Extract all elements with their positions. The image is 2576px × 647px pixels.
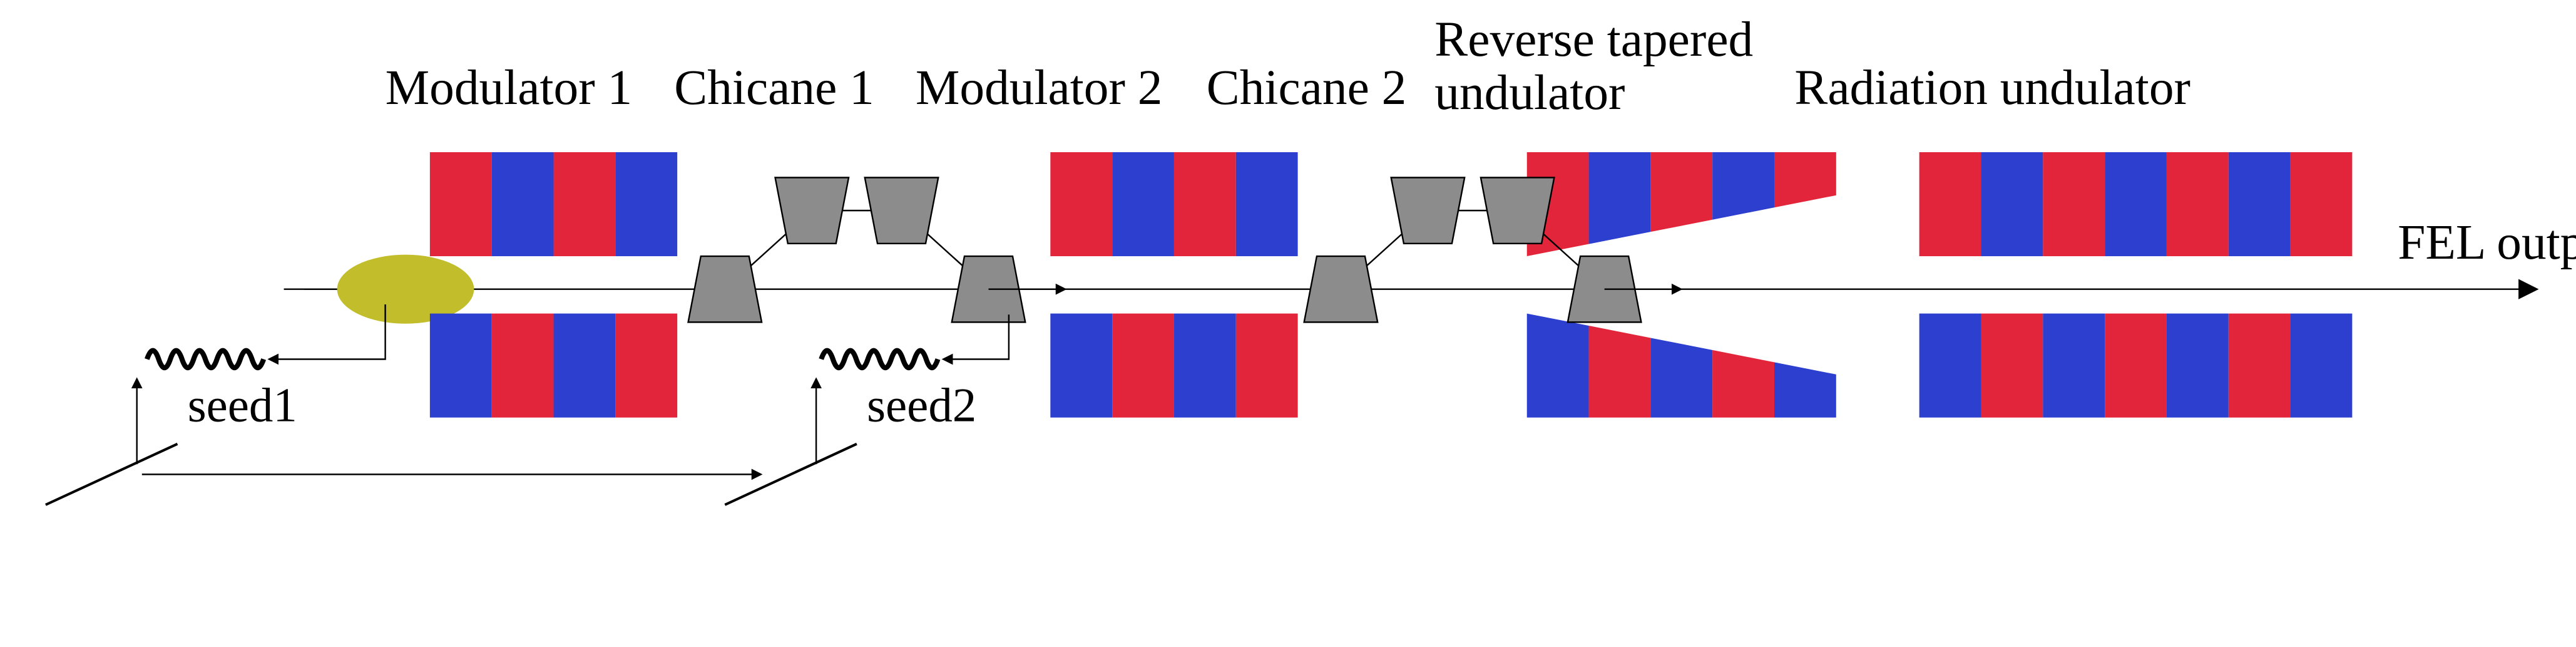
radiator-bot-mag xyxy=(2291,314,2353,418)
radiator-top-mag xyxy=(2105,152,2167,256)
label-radiator: Radiation undulator xyxy=(1794,60,2190,115)
reverse-bot-mag xyxy=(1589,326,1651,418)
reverse-top-mag xyxy=(1712,152,1774,220)
chicane2-magnet xyxy=(1391,178,1464,244)
modulator1-bot-mag xyxy=(430,314,492,418)
label-modulator1: Modulator 1 xyxy=(386,60,633,115)
modulator1-top-mag xyxy=(492,152,554,256)
modulator2-bot-mag xyxy=(1112,314,1174,418)
modulator1-bot-mag xyxy=(615,314,677,418)
radiator-bot-mag xyxy=(2105,314,2167,418)
reverse-bot-mag xyxy=(1774,362,1836,417)
chicane1-magnet xyxy=(865,178,938,244)
electron-bunch xyxy=(337,255,474,324)
reverse-bot-mag xyxy=(1712,350,1774,418)
reverse-bot-mag xyxy=(1527,314,1589,418)
reverse-top-mag xyxy=(1774,152,1836,207)
chicane2-magnet xyxy=(1481,178,1554,244)
modulator1-top-mag xyxy=(615,152,677,256)
modulator1-top-mag xyxy=(554,152,616,256)
label-modulator2: Modulator 2 xyxy=(916,60,1163,115)
radiator-bot-mag xyxy=(1919,314,1981,418)
radiator-top-mag xyxy=(1981,152,2043,256)
label-seed2: seed2 xyxy=(867,378,976,432)
label-seed1: seed1 xyxy=(188,378,297,432)
modulator2-bot-mag xyxy=(1174,314,1236,418)
modulator1-bot-mag xyxy=(492,314,554,418)
radiator-top-mag xyxy=(2291,152,2353,256)
label-output: FEL output xyxy=(2398,215,2576,270)
radiator-bot-mag xyxy=(2167,314,2229,418)
label-chicane1: Chicane 1 xyxy=(674,60,874,115)
modulator2-top-mag xyxy=(1050,152,1112,256)
modulator2-top-mag xyxy=(1174,152,1236,256)
label-reverse-l2: undulator xyxy=(1434,65,1625,120)
modulator1-top-mag xyxy=(430,152,492,256)
radiator-bot-mag xyxy=(2043,314,2105,418)
label-reverse-l1: Reverse tapered xyxy=(1434,12,1753,67)
label-chicane2: Chicane 2 xyxy=(1207,60,1407,115)
seed-wave xyxy=(821,351,938,368)
modulator2-top-mag xyxy=(1112,152,1174,256)
radiator-bot-mag xyxy=(1981,314,2043,418)
radiator-top-mag xyxy=(2167,152,2229,256)
chicane1-magnet xyxy=(775,178,849,244)
radiator-top-mag xyxy=(1919,152,1981,256)
radiator-top-mag xyxy=(2229,152,2291,256)
reverse-top-mag xyxy=(1650,152,1712,232)
seed-wave xyxy=(147,351,263,368)
chicane1-magnet xyxy=(688,256,762,322)
modulator2-top-mag xyxy=(1236,152,1298,256)
modulator1-bot-mag xyxy=(554,314,616,418)
chicane2-magnet xyxy=(1304,256,1377,322)
reverse-top-mag xyxy=(1589,152,1651,244)
radiator-top-mag xyxy=(2043,152,2105,256)
reverse-bot-mag xyxy=(1650,338,1712,417)
modulator2-bot-mag xyxy=(1050,314,1112,418)
modulator2-bot-mag xyxy=(1236,314,1298,418)
radiator-bot-mag xyxy=(2229,314,2291,418)
